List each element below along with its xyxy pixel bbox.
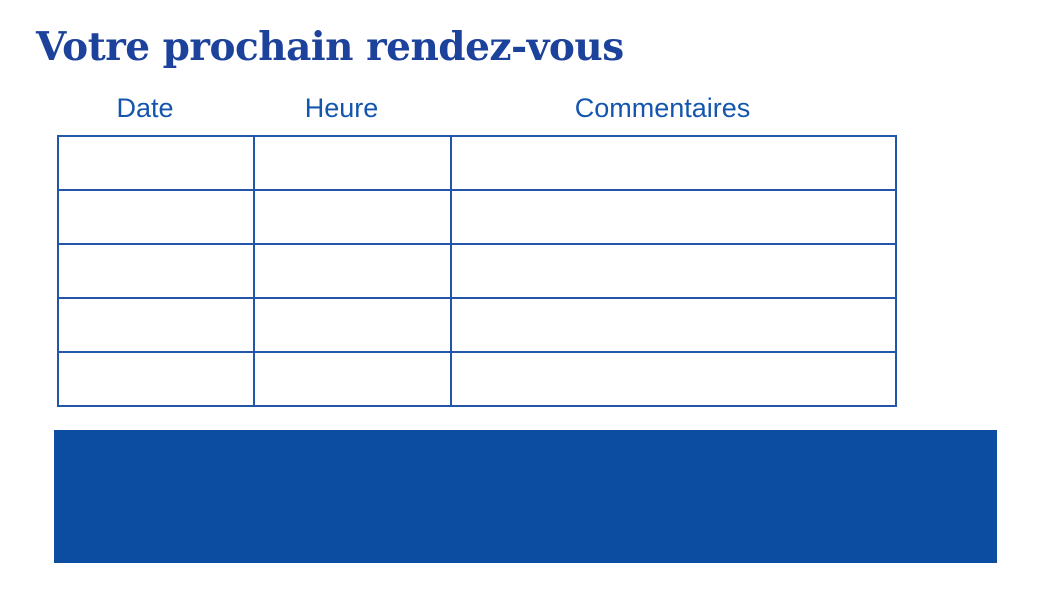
table-cell <box>57 297 255 353</box>
table-header-row: Date Heure Commentaires <box>47 93 885 124</box>
blue-banner <box>54 430 997 563</box>
table-cell <box>450 135 897 191</box>
table-row <box>57 351 897 407</box>
table-cell <box>57 135 255 191</box>
table-cell <box>253 189 452 245</box>
table-row <box>57 243 897 299</box>
column-header-commentaires: Commentaires <box>574 93 751 123</box>
table-cell <box>57 189 255 245</box>
table-cell <box>450 189 897 245</box>
table-cell <box>253 351 452 407</box>
table-row <box>57 135 897 191</box>
table-cell <box>450 297 897 353</box>
table-cell <box>450 351 897 407</box>
table-cell <box>57 243 255 299</box>
column-header-heure: Heure <box>304 93 379 123</box>
table-cell <box>253 297 452 353</box>
page-title: Votre prochain rendez-vous <box>36 24 624 70</box>
table-cell <box>253 243 452 299</box>
appointments-table <box>57 135 897 407</box>
column-header-date: Date <box>116 93 174 123</box>
table-cell <box>57 351 255 407</box>
table-row <box>57 189 897 245</box>
table-cell <box>450 243 897 299</box>
table-cell <box>253 135 452 191</box>
table-row <box>57 297 897 353</box>
